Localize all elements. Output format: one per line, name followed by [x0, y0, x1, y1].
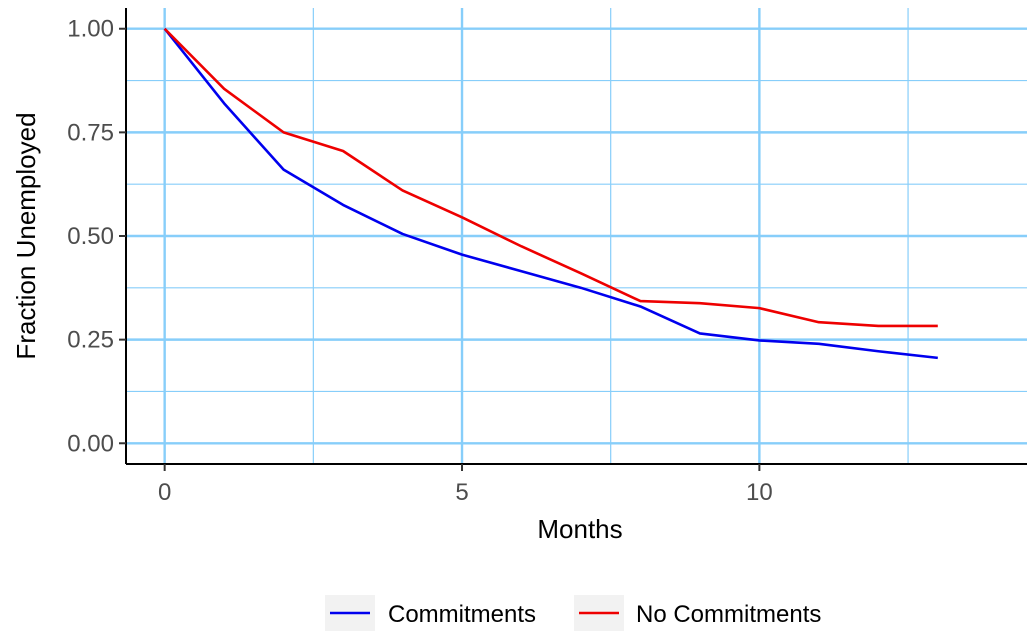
series-line-commitments [163, 27, 938, 360]
y-tick-label: 0.25 [67, 327, 114, 354]
legend-label-commitments: Commitments [388, 601, 536, 628]
legend: Commitments No Commitments [325, 595, 821, 631]
x-tick-label: 5 [455, 479, 468, 506]
x-tick-label: 0 [158, 479, 171, 506]
x-axis-ticks: 0 5 10 [158, 464, 773, 506]
x-tick-label: 10 [746, 479, 773, 506]
y-axis-title: Fraction Unemployed [11, 112, 41, 359]
x-axis-title: Months [537, 514, 622, 544]
series-line-no-commitments [163, 27, 938, 328]
major-gridlines [126, 8, 1027, 464]
series-lines [163, 27, 938, 360]
y-tick-label: 0.50 [67, 223, 114, 250]
y-tick-label: 0.75 [67, 119, 114, 146]
y-axis-ticks: 0.00 0.25 0.50 0.75 1.00 [67, 16, 126, 457]
y-tick-label: 0.00 [67, 430, 114, 457]
legend-label-no-commitments: No Commitments [636, 601, 821, 628]
y-tick-label: 1.00 [67, 16, 114, 43]
